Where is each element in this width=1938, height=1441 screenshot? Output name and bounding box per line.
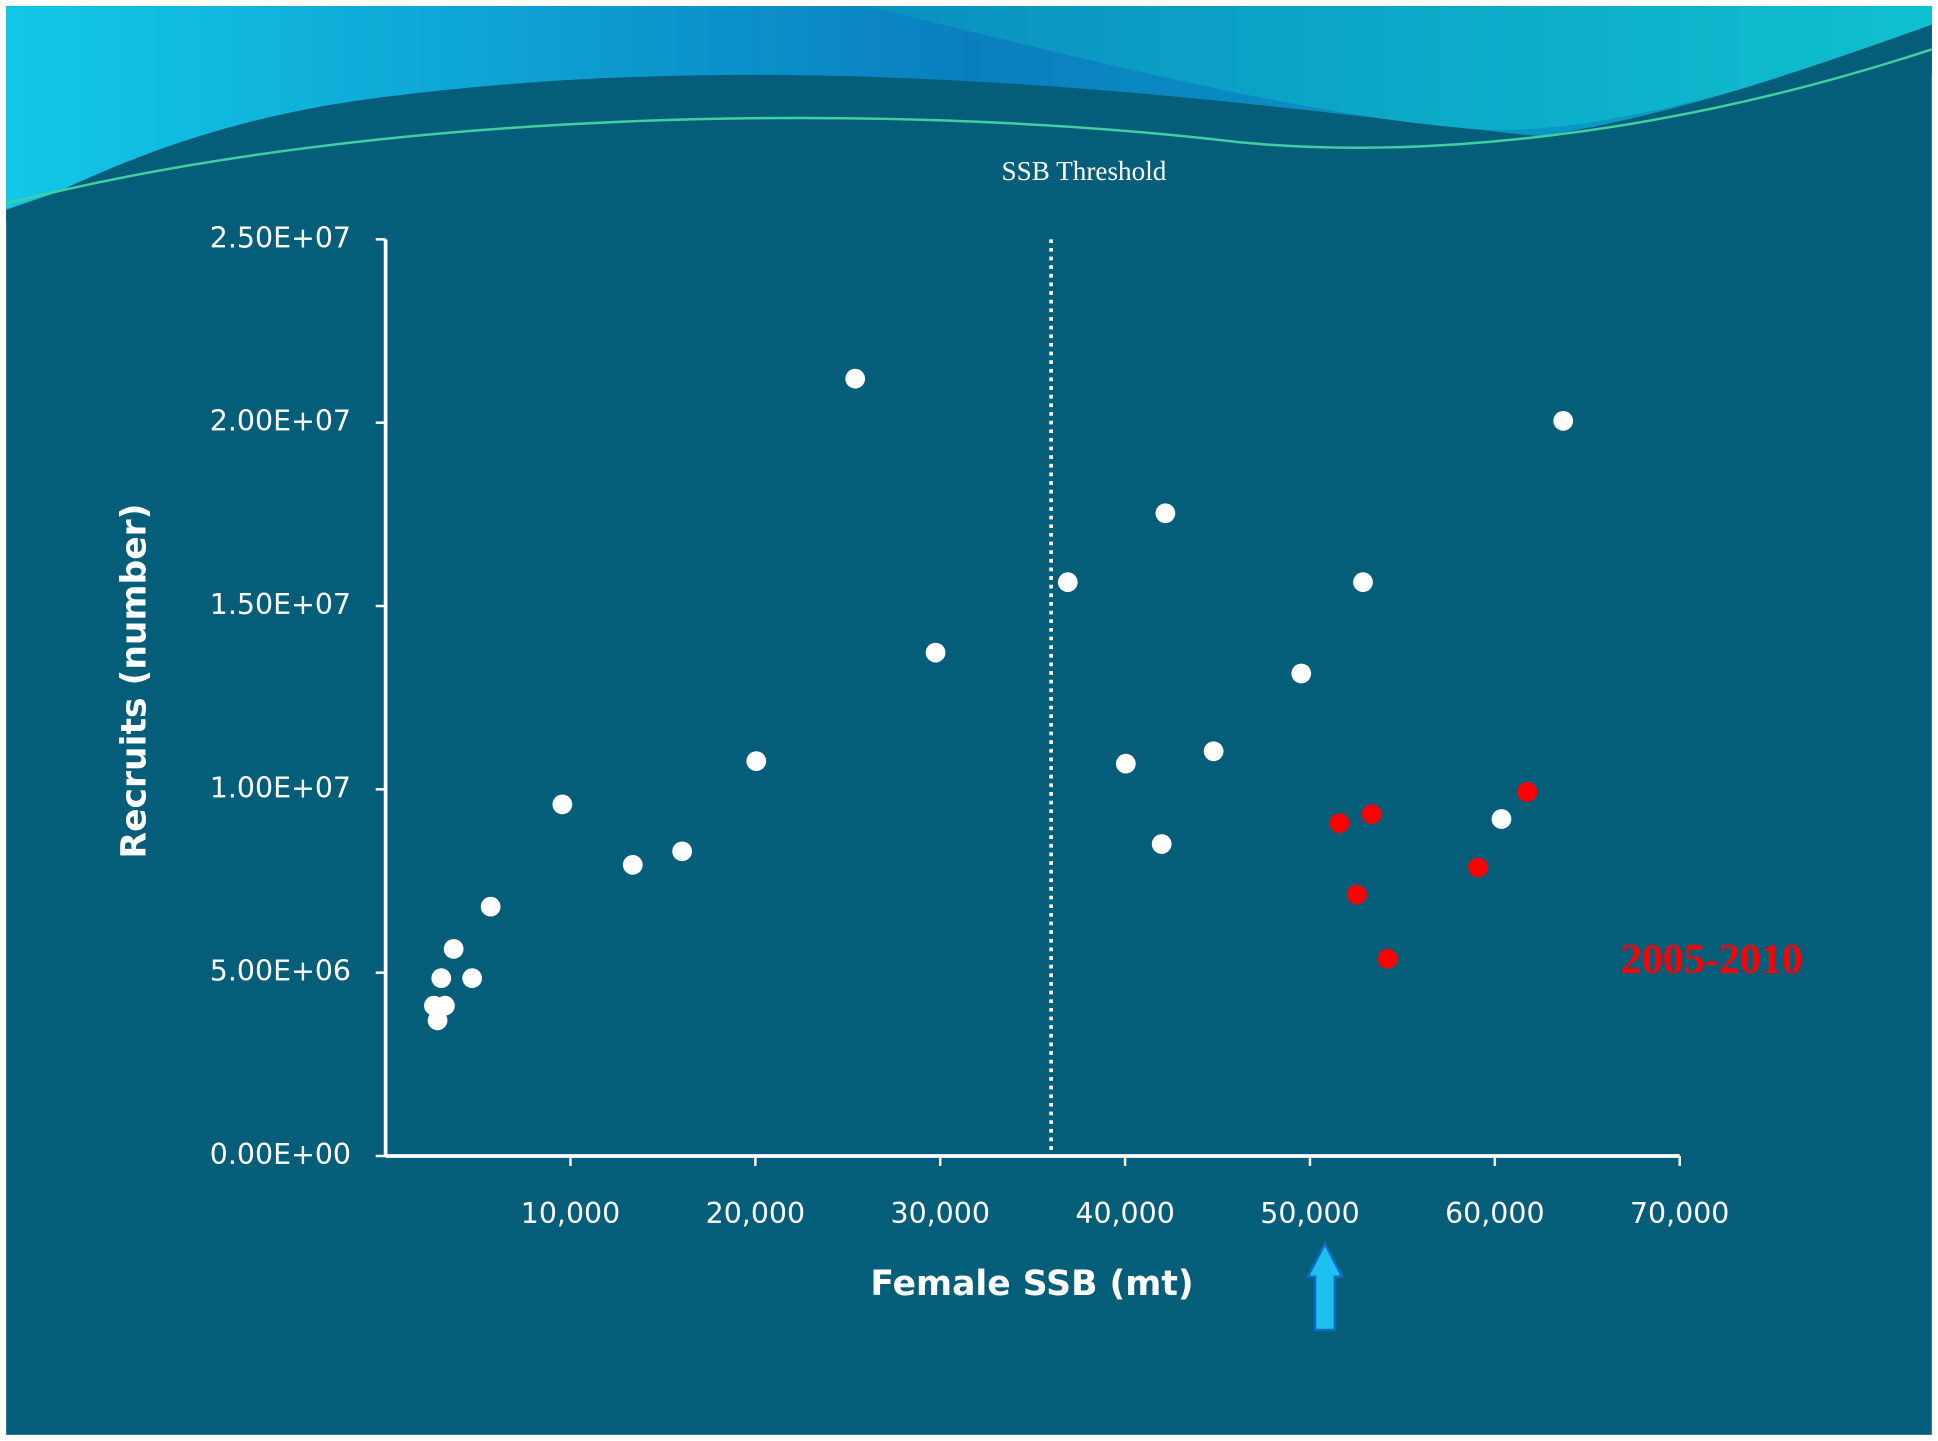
- annotation: 2005-2010: [1621, 937, 1803, 983]
- y-tick-label: 1.50E+07: [210, 588, 351, 621]
- point: [845, 368, 866, 389]
- point: [480, 896, 501, 917]
- point: [1353, 572, 1373, 593]
- y-tick-label: 2.50E+07: [210, 221, 351, 254]
- point: [1151, 834, 1172, 854]
- arrow: [1305, 1240, 1345, 1332]
- point: [1347, 884, 1367, 905]
- wave: [865, 6, 1932, 130]
- point: [672, 841, 693, 862]
- x-tick-label: 60,000: [1445, 1197, 1544, 1230]
- point: [431, 968, 452, 989]
- y-tick-label: 0.00E+00: [210, 1138, 351, 1171]
- point: [1203, 741, 1224, 762]
- x-tick-label: 70,000: [1630, 1197, 1729, 1230]
- point: [462, 968, 483, 989]
- point: [746, 751, 767, 771]
- point: [1155, 503, 1176, 524]
- point: [1115, 753, 1136, 774]
- point: [427, 1010, 448, 1031]
- background: [6, 6, 1932, 1435]
- y-tick-label: 5.00E+06: [210, 955, 351, 988]
- x-tick-label: 50,000: [1260, 1197, 1359, 1230]
- x-axis-label: Female SSB (mt): [870, 1264, 1193, 1304]
- point: [925, 642, 946, 663]
- point: [1057, 572, 1078, 593]
- x-tick-label: 40,000: [1075, 1197, 1174, 1230]
- point: [622, 855, 643, 875]
- y-axis-label: Recruits (number): [114, 504, 154, 859]
- point: [1553, 410, 1574, 431]
- y-tick-label: 1.00E+07: [210, 771, 351, 804]
- point: [1361, 804, 1382, 825]
- point: [1377, 948, 1398, 969]
- wave-line: [5, 48, 1933, 205]
- point: [1329, 813, 1350, 833]
- wave: [6, 24, 1932, 223]
- point: [1468, 857, 1488, 878]
- point: [1517, 782, 1538, 802]
- point: [552, 794, 573, 815]
- x-tick-label: 30,000: [891, 1197, 990, 1230]
- x-tick-label: 20,000: [706, 1197, 805, 1230]
- threshold-label: SSB Threshold: [1002, 156, 1167, 186]
- point: [443, 938, 464, 959]
- x-tick-label: 10,000: [521, 1197, 620, 1230]
- point: [1291, 663, 1312, 684]
- y-tick-label: 2.00E+07: [210, 405, 351, 438]
- point: [1491, 809, 1512, 829]
